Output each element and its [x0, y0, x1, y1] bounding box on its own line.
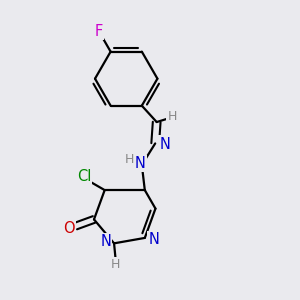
Text: N: N	[159, 136, 170, 152]
Text: Cl: Cl	[76, 169, 91, 184]
Text: H: H	[125, 153, 134, 166]
Text: H: H	[167, 110, 177, 123]
Text: N: N	[148, 232, 159, 247]
Text: N: N	[135, 156, 146, 171]
Text: O: O	[63, 221, 75, 236]
Text: N: N	[100, 234, 111, 249]
Text: F: F	[94, 24, 103, 39]
Text: H: H	[111, 258, 120, 271]
